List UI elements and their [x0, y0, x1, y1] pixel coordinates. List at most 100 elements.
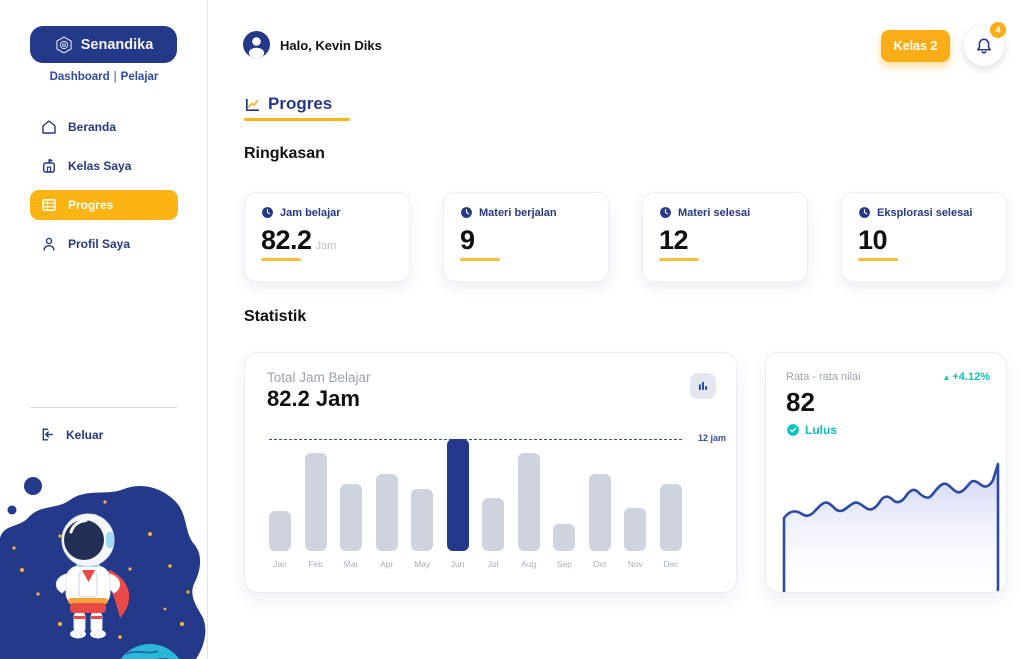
bar-month-label: May	[414, 559, 431, 569]
bar-column-sep[interactable]: Sep	[553, 439, 576, 569]
logout-icon	[42, 428, 53, 441]
logo-button[interactable]: Senandika	[30, 26, 177, 63]
bar-month-label: Nov	[627, 559, 643, 569]
card-underline	[858, 258, 898, 261]
bar-month-label: Jul	[487, 559, 499, 569]
bar-column-dec[interactable]: Dec	[659, 439, 682, 569]
chart-line-icon	[245, 98, 259, 111]
table-icon	[42, 199, 56, 211]
card-eksplorasi-selesai: Eksplorasi selesai 10	[841, 192, 1007, 282]
bar-column-mar[interactable]: Mar	[340, 439, 363, 569]
bar-column-apr[interactable]: Apr	[375, 439, 398, 569]
bar-chart: Jan Feb Mar Apr May Jun Jul Aug Sep Oct Nov Dec	[269, 439, 682, 569]
sidebar-subtitle: Dashboard | Pelajar	[0, 71, 207, 83]
bell-icon	[976, 38, 992, 54]
planet	[120, 644, 180, 659]
score-change: ▲ +4.12%	[942, 371, 990, 383]
clock-icon	[262, 207, 273, 218]
bar-month-label: Sep	[556, 559, 572, 569]
sidebar: Senandika Dashboard | Pelajar Beranda Kela…	[0, 0, 208, 659]
bar-column-jun[interactable]: Jun	[446, 439, 469, 569]
user-avatar[interactable]	[243, 31, 270, 58]
bar-chart-total: 82.2 Jam	[267, 386, 360, 411]
card-value-suffix: Jam	[315, 240, 337, 252]
bar	[517, 453, 540, 551]
summary-heading: Ringkasan	[244, 145, 325, 162]
logo-text: Senandika	[80, 36, 154, 53]
card-jam-belajar: Jam belajar 82.2 Jam	[244, 192, 410, 282]
score-status-label: Lulus	[805, 423, 837, 437]
subtitle-dashboard[interactable]: Dashboard	[49, 71, 110, 83]
bar	[411, 489, 434, 551]
card-value: 12	[659, 225, 689, 255]
bar-month-label: Jan	[273, 559, 287, 569]
bar	[482, 497, 505, 551]
sidebar-item-profil-saya[interactable]: Profil Saya	[30, 229, 178, 259]
mini-bars-icon	[698, 381, 708, 391]
bar-column-jan[interactable]: Jan	[269, 439, 291, 569]
sidebar-item-beranda[interactable]: Beranda	[30, 112, 178, 142]
card-materi-berjalan: Materi berjalan 9	[443, 192, 609, 282]
subtitle-divider: |	[113, 71, 117, 83]
bar-month-label: Apr	[379, 559, 394, 569]
score-title: Rata - rata nilai	[786, 371, 861, 383]
sidebar-menu: Beranda Kelas Saya Progres	[30, 112, 178, 259]
logout-button[interactable]: Keluar	[38, 426, 103, 443]
astronaut	[55, 513, 130, 639]
bar-chart-title: Total Jam Belajar	[267, 370, 371, 385]
bar	[659, 483, 682, 551]
menu-label: Kelas Saya	[68, 159, 132, 173]
card-value: 9	[460, 225, 475, 255]
bar-month-label: Jun	[450, 559, 465, 569]
score-value: 82	[786, 387, 815, 417]
card-value: 82.2	[261, 225, 312, 255]
bar-column-oct[interactable]: Oct	[588, 439, 611, 569]
card-underline	[460, 258, 500, 261]
card-label: Materi selesai	[678, 206, 751, 219]
clock-icon	[461, 207, 472, 218]
sidebar-item-kelas-saya[interactable]: Kelas Saya	[30, 151, 178, 181]
chart-type-button[interactable]	[690, 373, 716, 399]
sidebar-divider	[30, 407, 177, 408]
card-label: Eksplorasi selesai	[877, 206, 973, 219]
score-line	[782, 462, 1000, 592]
threshold-label: 12 jam	[697, 433, 726, 443]
bar-column-feb[interactable]: Feb	[304, 439, 327, 569]
bar-column-aug[interactable]: Aug	[517, 439, 540, 569]
bar-column-nov[interactable]: Nov	[624, 439, 647, 569]
notification-button[interactable]: 4	[964, 22, 1006, 66]
bar-column-jul[interactable]: Jul	[482, 439, 505, 569]
title-underline	[244, 118, 350, 121]
avatar-person-icon	[248, 37, 265, 58]
card-value: 10	[858, 225, 888, 255]
card-underline	[659, 258, 699, 261]
statistics-heading: Statistik	[244, 308, 307, 325]
page-title: Progres	[244, 94, 332, 114]
user-icon	[43, 237, 55, 251]
bar-column-may[interactable]: May	[411, 439, 434, 569]
score-area-chart	[782, 462, 1000, 592]
card-label: Jam belajar	[280, 206, 341, 219]
greeting-text: Halo, Kevin Diks	[280, 38, 382, 53]
class-button[interactable]: Kelas 2	[881, 30, 950, 62]
bar	[446, 439, 469, 551]
summary-cards-row: Jam belajar 82.2 Jam Materi berjalan 9 Ma…	[244, 192, 1007, 282]
bar-month-label: Mar	[343, 559, 359, 569]
school-icon	[43, 158, 55, 173]
card-underline	[261, 258, 301, 261]
bar-month-label: Aug	[521, 559, 537, 569]
star-dots	[12, 500, 190, 639]
logout-label: Keluar	[66, 427, 104, 442]
astronaut-illustration	[0, 474, 207, 659]
clock-icon	[660, 207, 671, 218]
bar-month-label: Dec	[663, 559, 679, 569]
sidebar-item-progres[interactable]: Progres	[30, 190, 178, 220]
subtitle-pelajar[interactable]: Pelajar	[120, 71, 159, 83]
notification-badge: 4	[990, 22, 1006, 38]
trend-up-icon: ▲	[942, 373, 951, 382]
threshold-line	[269, 439, 682, 440]
menu-label: Profil Saya	[68, 237, 131, 251]
bar	[553, 523, 576, 551]
score-status: Lulus	[786, 423, 837, 437]
